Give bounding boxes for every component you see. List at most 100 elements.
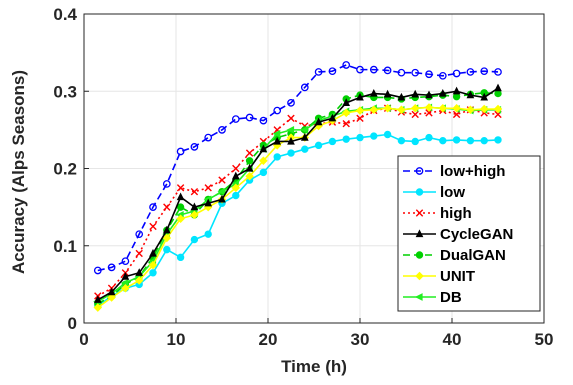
data-point-low-high (480, 67, 489, 76)
data-point-cyclegan (314, 117, 323, 126)
data-point-low (190, 235, 199, 244)
data-point-low (259, 168, 268, 177)
data-point-unit (438, 103, 448, 113)
data-point-low-high (204, 133, 213, 142)
data-point-dualgan (494, 89, 502, 98)
data-point-high (287, 114, 295, 122)
legend-label-low: low (440, 184, 465, 201)
data-point-low-high (176, 147, 185, 156)
data-point-cyclegan (438, 88, 447, 97)
data-point-low (425, 133, 433, 142)
data-point-high (135, 249, 143, 258)
y-tick-label: 0.3 (53, 82, 77, 101)
data-point-cyclegan (397, 92, 406, 101)
data-point-low-high (162, 180, 171, 188)
data-point-cyclegan (466, 90, 475, 99)
data-point-low (273, 153, 281, 161)
data-point-low-high (411, 68, 420, 77)
data-point-low-high (314, 68, 323, 76)
data-point-cyclegan (190, 202, 199, 211)
data-point-low (397, 136, 406, 145)
data-point-low (466, 136, 475, 145)
data-point-db (217, 187, 226, 196)
legend-label-dualgan: DualGAN (440, 247, 506, 264)
data-point-cyclegan (369, 88, 378, 97)
data-point-cyclegan (452, 86, 461, 95)
data-point-low (342, 135, 350, 143)
data-point-dualgan (176, 203, 185, 211)
data-point-cyclegan (383, 89, 392, 98)
data-point-unit (397, 105, 406, 115)
data-point-high (176, 184, 185, 192)
data-point-low (232, 191, 240, 200)
legend-marker-db (414, 293, 423, 301)
data-point-cyclegan (93, 295, 102, 303)
data-point-unit (383, 103, 392, 113)
data-point-high (411, 110, 419, 119)
data-point-high (190, 187, 199, 196)
data-point-cyclegan (149, 248, 157, 257)
data-point-unit (93, 303, 103, 312)
legend-marker-high (415, 209, 424, 217)
data-point-high (245, 149, 254, 157)
series-low-high (93, 61, 502, 275)
data-point-unit (162, 233, 172, 243)
data-point-db (286, 126, 295, 134)
data-point-unit (466, 105, 475, 115)
legend-marker-cyclegan (415, 229, 424, 238)
data-point-low (452, 136, 461, 144)
data-point-cyclegan (494, 83, 502, 92)
series-layer (93, 61, 503, 312)
data-point-cyclegan (425, 90, 433, 99)
data-point-low (204, 230, 212, 238)
data-point-unit (231, 183, 241, 193)
data-point-low-high (342, 61, 351, 69)
data-point-low-high (287, 98, 295, 107)
data-point-low-high (121, 257, 130, 266)
data-point-low-high (231, 115, 240, 123)
data-point-low-high (218, 126, 226, 134)
data-point-high (356, 114, 364, 122)
data-point-cyclegan (107, 287, 116, 296)
x-tick-label: 50 (535, 330, 554, 349)
data-point-cyclegan (218, 194, 226, 203)
data-point-unit (176, 214, 185, 223)
data-point-low-high (328, 67, 337, 76)
data-point-unit (259, 156, 268, 166)
legend-label-low-high: low+high (440, 163, 505, 180)
x-tick-label: 10 (167, 330, 186, 349)
legend-label-high: high (440, 205, 472, 222)
data-point-low-high (383, 66, 392, 75)
data-point-low (480, 136, 488, 145)
data-point-high (163, 203, 171, 211)
data-point-db (300, 126, 308, 134)
ticks: 0 10 20 30 40 50 0 0.1 0.2 0.3 0.4 (53, 5, 553, 349)
series-line-low-high (97, 64, 499, 272)
data-point-unit (410, 103, 420, 113)
data-point-low (149, 269, 157, 277)
legend: low+high low high CycleGAN DualGAN UNIT DB (397, 155, 541, 312)
data-point-low (287, 149, 295, 157)
legend-marker-unit (415, 271, 424, 281)
data-point-low-high (356, 65, 364, 74)
data-point-low (383, 130, 392, 139)
data-point-low (314, 141, 323, 150)
data-point-unit (493, 104, 503, 114)
data-point-low (494, 136, 502, 144)
series-line-cyclegan (97, 87, 499, 301)
y-tick-label: 0 (68, 314, 77, 333)
data-point-cyclegan (480, 92, 489, 101)
data-point-low-high (245, 113, 254, 122)
data-point-cyclegan (135, 268, 144, 276)
data-point-low-high (369, 65, 378, 74)
data-point-cyclegan (328, 113, 337, 122)
legend-label-cyclegan: CycleGAN (440, 226, 513, 243)
data-point-low (411, 137, 419, 146)
series-cyclegan (93, 83, 502, 303)
data-point-low-high (300, 83, 309, 92)
data-point-low-high (425, 70, 433, 79)
data-point-high (232, 164, 240, 173)
data-point-low-high (466, 68, 475, 76)
data-point-low-high (149, 203, 157, 211)
data-point-cyclegan (411, 89, 420, 98)
